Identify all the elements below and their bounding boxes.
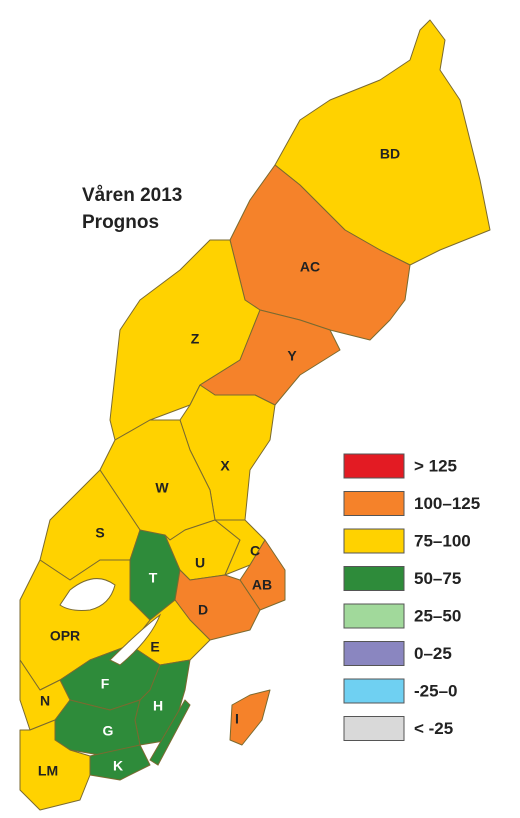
lake xyxy=(59,578,116,611)
legend-label: < -25 xyxy=(414,719,453,738)
region-label: LM xyxy=(38,763,58,779)
subtitle: Prognos xyxy=(82,212,159,233)
legend-swatch xyxy=(343,566,405,591)
legend-swatch xyxy=(343,678,405,704)
region-labels: BD AC Z Y X W S T U C AB D E OPR F N H G… xyxy=(38,146,400,779)
legend-swatch xyxy=(343,528,405,554)
region-label: OPR xyxy=(50,628,80,644)
legend-label: 50–75 xyxy=(414,569,461,588)
region-label: U xyxy=(195,555,205,571)
island xyxy=(149,699,191,766)
region xyxy=(229,689,271,746)
legend-swatch xyxy=(343,603,405,629)
region-label: C xyxy=(250,543,260,559)
legend-label: 25–50 xyxy=(414,606,461,625)
region-label: I xyxy=(235,711,239,727)
region-label: F xyxy=(101,676,110,692)
region xyxy=(174,569,261,641)
legend-label: > 125 xyxy=(414,456,457,475)
region-label: X xyxy=(220,458,230,474)
legend-label: 0–25 xyxy=(414,644,452,663)
region-label: Y xyxy=(287,348,297,364)
legend-label: 100–125 xyxy=(414,494,480,513)
region-label: K xyxy=(113,758,123,774)
region-label: T xyxy=(149,570,158,586)
region-label: BD xyxy=(380,146,400,162)
region-label: AB xyxy=(252,577,272,593)
lake xyxy=(109,613,162,666)
region-label: AC xyxy=(300,259,320,275)
legend-swatch xyxy=(343,453,405,479)
title: Våren 2013 xyxy=(82,185,182,206)
region-label: H xyxy=(153,698,163,714)
region xyxy=(54,699,141,756)
region xyxy=(19,719,91,811)
legend-swatch xyxy=(343,491,405,516)
legend-swatch xyxy=(343,641,405,666)
region-label: E xyxy=(150,639,159,655)
region-label: G xyxy=(103,723,114,739)
legend: > 125 100–125 75–100 50–75 25–50 0–25 -25–0 < -… xyxy=(343,453,480,741)
legend-swatch xyxy=(343,716,405,741)
region-label: Z xyxy=(191,331,200,347)
region-label: W xyxy=(155,480,169,496)
region-label: S xyxy=(95,525,104,541)
region-label: N xyxy=(40,693,50,709)
legend-label: 75–100 xyxy=(414,531,471,550)
legend-label: -25–0 xyxy=(414,681,457,700)
regions xyxy=(19,19,491,811)
region-label: D xyxy=(198,602,208,618)
